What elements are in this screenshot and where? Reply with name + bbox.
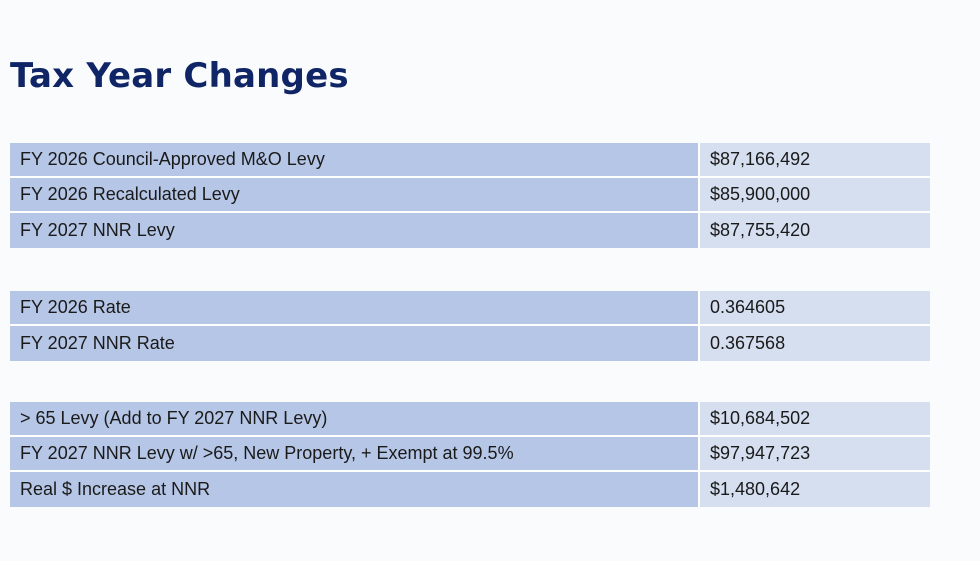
row-value: $97,947,723 — [700, 437, 930, 472]
levy-table: FY 2026 Council-Approved M&O Levy $87,16… — [10, 143, 930, 248]
row-value: $87,166,492 — [700, 143, 930, 178]
row-label: > 65 Levy (Add to FY 2027 NNR Levy) — [10, 402, 700, 437]
table-row: > 65 Levy (Add to FY 2027 NNR Levy) $10,… — [10, 402, 930, 437]
table-row: FY 2026 Council-Approved M&O Levy $87,16… — [10, 143, 930, 178]
table-row: FY 2027 NNR Levy w/ >65, New Property, +… — [10, 437, 930, 472]
exemption-table: > 65 Levy (Add to FY 2027 NNR Levy) $10,… — [10, 402, 930, 507]
table-row: FY 2026 Rate 0.364605 — [10, 291, 930, 326]
table-row: FY 2027 NNR Rate 0.367568 — [10, 326, 930, 361]
row-label: Real $ Increase at NNR — [10, 472, 700, 507]
table-row: FY 2027 NNR Levy $87,755,420 — [10, 213, 930, 248]
row-value: 0.364605 — [700, 291, 930, 326]
row-value: $85,900,000 — [700, 178, 930, 213]
row-value: $87,755,420 — [700, 213, 930, 248]
row-label: FY 2027 NNR Levy — [10, 213, 700, 248]
row-label: FY 2026 Recalculated Levy — [10, 178, 700, 213]
rate-table: FY 2026 Rate 0.364605 FY 2027 NNR Rate 0… — [10, 291, 930, 361]
row-value: 0.367568 — [700, 326, 930, 361]
table-row: FY 2026 Recalculated Levy $85,900,000 — [10, 178, 930, 213]
row-label: FY 2027 NNR Levy w/ >65, New Property, +… — [10, 437, 700, 472]
row-label: FY 2026 Council-Approved M&O Levy — [10, 143, 700, 178]
row-label: FY 2027 NNR Rate — [10, 326, 700, 361]
row-value: $1,480,642 — [700, 472, 930, 507]
page-title: Tax Year Changes — [10, 56, 349, 96]
row-value: $10,684,502 — [700, 402, 930, 437]
table-row: Real $ Increase at NNR $1,480,642 — [10, 472, 930, 507]
row-label: FY 2026 Rate — [10, 291, 700, 326]
